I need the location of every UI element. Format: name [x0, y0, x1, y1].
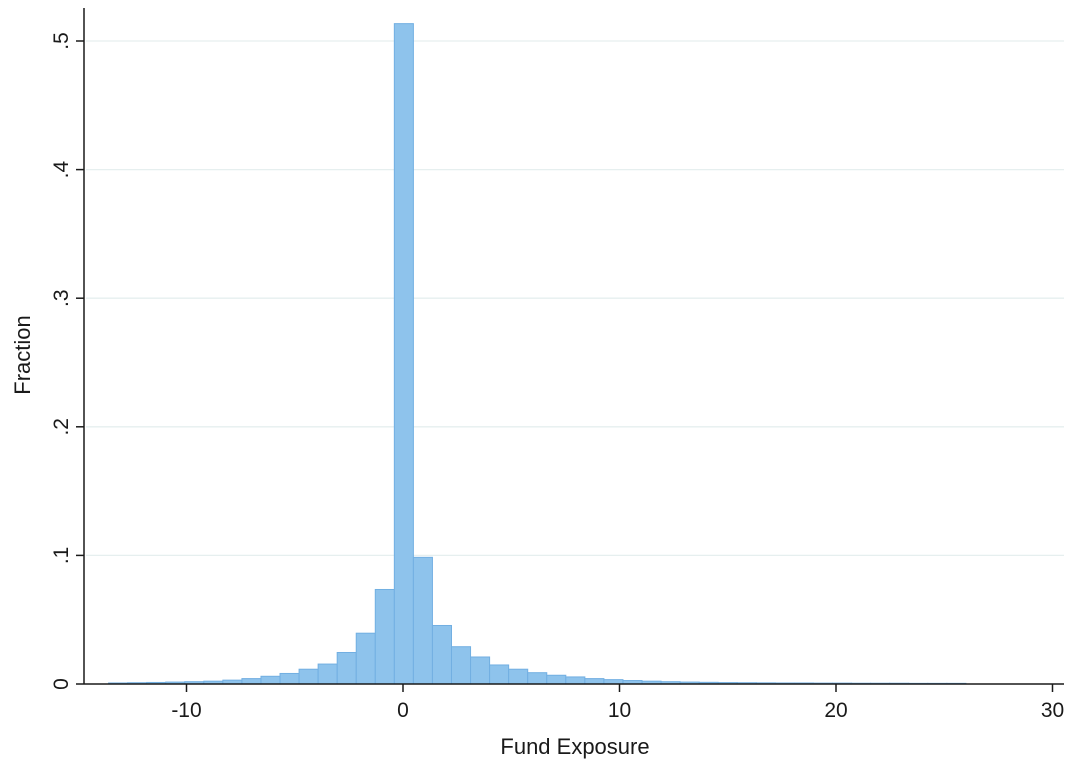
histogram-bar — [470, 656, 491, 685]
histogram-bar — [279, 672, 300, 685]
y-tick-label: .2 — [50, 418, 73, 436]
histogram-bar — [546, 674, 567, 685]
histogram-bar — [508, 668, 529, 685]
y-axis-title: Fraction — [10, 315, 35, 394]
y-axis-ticks: 0 .1 .2 .3 .4 .5 — [50, 32, 84, 690]
x-tick-label: -10 — [171, 699, 201, 722]
x-tick-label: 0 — [397, 699, 409, 722]
x-axis-ticks: -10 0 10 20 30 — [171, 684, 1064, 722]
histogram-bar — [565, 676, 586, 685]
histogram-bar — [374, 588, 395, 685]
histogram-bar — [241, 678, 262, 685]
x-tick-label: 10 — [608, 699, 631, 722]
y-tick-label: .1 — [50, 547, 73, 565]
histogram-bar — [450, 646, 472, 685]
y-tick-label: .4 — [50, 161, 73, 179]
histogram-bar — [355, 632, 376, 685]
axes — [83, 8, 1064, 685]
y-tick-label: 0 — [50, 678, 73, 690]
histogram-bar — [260, 675, 281, 685]
x-tick-label: 20 — [824, 699, 847, 722]
histogram-bar — [393, 23, 414, 685]
histogram-bar — [298, 668, 319, 685]
y-tick-label: .5 — [50, 32, 73, 50]
x-axis-title: Fund Exposure — [500, 734, 649, 759]
histogram-bar — [527, 672, 548, 685]
histogram-bar — [317, 663, 338, 685]
histogram-bar — [336, 651, 357, 685]
histogram-bars — [108, 23, 967, 685]
y-tick-label: .3 — [50, 289, 73, 307]
histogram-bar — [489, 664, 510, 685]
histogram-bar — [431, 624, 452, 685]
histogram-bar — [412, 556, 433, 685]
gridlines — [86, 40, 1064, 557]
x-tick-label: 30 — [1041, 699, 1064, 722]
histogram-bar — [584, 678, 605, 685]
